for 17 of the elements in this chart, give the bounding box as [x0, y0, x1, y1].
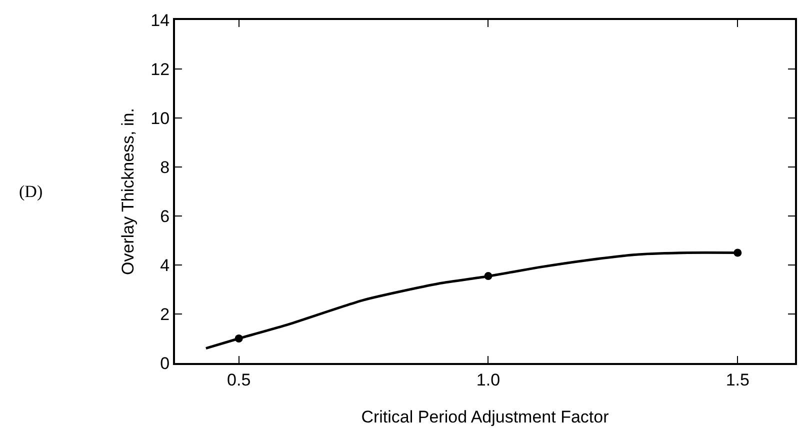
point: [734, 248, 742, 257]
y-tick-label: 14: [150, 10, 170, 30]
x-tick-label: 0.5: [227, 370, 251, 390]
y-axis-title: Overlay Thickness, in.: [118, 108, 138, 275]
x-tick-label: 1.5: [726, 370, 750, 390]
y-tick-label: 0: [160, 354, 170, 373]
text: (D): [19, 182, 43, 201]
y-tick-label: 8: [160, 158, 170, 177]
y-tick-label: 10: [150, 108, 170, 128]
y-tick-label: 2: [160, 304, 170, 324]
x-tick-label: 1.0: [476, 370, 500, 390]
point: [234, 334, 243, 342]
y-tick-label: 12: [150, 60, 170, 79]
x-axis-title: Critical Period Adjustment Factor: [361, 407, 610, 426]
point: [484, 272, 492, 280]
y-tick-label: 4: [160, 256, 170, 275]
y-tick-label: 6: [160, 206, 170, 226]
